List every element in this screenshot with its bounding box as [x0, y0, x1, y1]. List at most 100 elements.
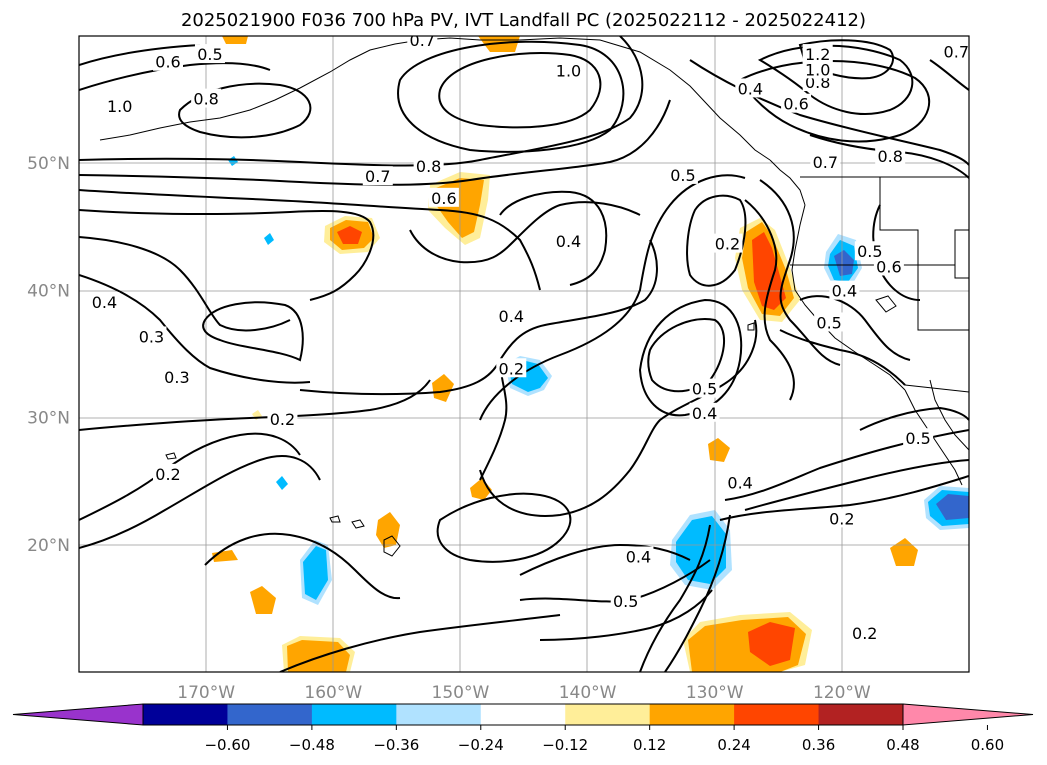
contour-label: 0.5 — [670, 166, 695, 185]
contour-0.2-loop — [686, 194, 747, 287]
contour-label-bg — [802, 59, 833, 79]
contour-mid-1 — [479, 319, 758, 517]
contour-label: 0.7 — [365, 167, 390, 186]
coastline-baja — [904, 389, 963, 486]
contour-label: 0.6 — [155, 53, 180, 72]
contour-label: 0.8 — [877, 147, 902, 166]
island-hawaii-2 — [351, 519, 365, 529]
contour-label-bg — [428, 187, 459, 207]
shade-neg-tiny-3 — [276, 476, 288, 490]
contour-label: 1.2 — [805, 45, 830, 64]
colorbar-extend-max — [902, 703, 1034, 726]
border-state-1 — [879, 177, 969, 331]
contour-label: 0.5 — [613, 592, 638, 611]
contour-s-vertical-2 — [639, 524, 711, 672]
y-tick-label: 20°N — [27, 536, 70, 556]
contour-top-left — [79, 62, 271, 91]
colorbar-outline — [142, 703, 904, 726]
contour-0.2-central — [479, 359, 508, 481]
contour-label: 0.7 — [410, 31, 435, 50]
colorbar-tick-label: −0.12 — [542, 736, 588, 754]
contour-label: 0.5 — [816, 313, 841, 332]
y-axis-ticks: 20°N 30°N 40°N 50°N — [27, 154, 70, 556]
contour-label-bg — [136, 326, 167, 346]
contour-0.3-se — [744, 459, 969, 511]
contour-label: 0.4 — [92, 293, 117, 312]
contour-label: 0.2 — [155, 465, 180, 484]
contour-label-bg — [194, 44, 225, 64]
shade-neg-se-inner — [936, 494, 969, 520]
contour-0.8-nw — [79, 36, 644, 167]
contour-0.4-w — [79, 236, 291, 332]
contour-label-bg — [725, 472, 756, 492]
contour-east-1 — [759, 179, 841, 366]
contour-label-bg — [153, 463, 183, 483]
colorbar-bin — [396, 704, 482, 725]
contour-label: 0.3 — [139, 327, 164, 346]
contour-ne-2 — [738, 60, 931, 143]
shade-pos-small-2 — [470, 478, 492, 500]
x-tick-label: 170°W — [177, 683, 235, 703]
map-background — [79, 36, 969, 672]
contour-label-bg — [153, 51, 183, 71]
colorbar-bin — [649, 704, 735, 725]
contour-label-bg — [161, 367, 192, 387]
contour-0.2-bottom — [279, 614, 561, 672]
contour-east-2 — [744, 199, 795, 401]
contour-label: 0.8 — [416, 157, 441, 176]
contour-label: 0.6 — [431, 189, 456, 208]
colorbar-tick-label: 0.36 — [802, 736, 835, 754]
contour-labels: 1.00.80.70.60.50.40.40.30.30.20.20.40.20… — [89, 31, 969, 643]
coastline-mexico — [929, 379, 969, 451]
contour-label-bg — [781, 93, 812, 113]
contour-s-vertical — [664, 514, 731, 672]
contour-label-bg — [826, 508, 857, 528]
contour-label: 1.0 — [556, 62, 581, 81]
contour-label: 0.4 — [832, 282, 857, 301]
colorbar-tick-label: 0.24 — [717, 736, 750, 754]
contour-label: 0.4 — [499, 307, 524, 326]
contour-0.3-loop — [202, 301, 304, 362]
coastline-us-west — [791, 204, 906, 391]
shade-neg-west-core — [303, 546, 328, 600]
contour-label: 0.2 — [270, 410, 295, 429]
border-state-2 — [790, 229, 969, 266]
colorbar-tick-label: −0.48 — [289, 736, 335, 754]
shade-pos-small-1 — [432, 374, 454, 402]
contour-label: 0.2 — [715, 235, 740, 254]
contour-0.1-sw — [79, 455, 321, 549]
shade-neg-south-core — [676, 516, 726, 584]
x-tick-label: 140°W — [559, 683, 617, 703]
contour-label-bg — [191, 88, 222, 108]
contour-label: 0.6 — [876, 258, 901, 277]
contour-label-bg — [849, 622, 880, 642]
colorbar-bin — [227, 704, 313, 725]
colorbar-tick-label: 0.48 — [886, 736, 919, 754]
contour-label-bg — [903, 428, 934, 448]
contour-label: 0.2 — [829, 509, 854, 528]
colorbar: −0.60 −0.48 −0.36 −0.24 −0.12 0.12 0.24 0.36 0.4… — [12, 703, 1034, 754]
contour-label-bg — [829, 280, 860, 300]
contour-label: 0.4 — [692, 404, 717, 423]
contour-label: 1.0 — [107, 97, 132, 116]
contour-label: 0.4 — [556, 232, 581, 251]
contour-label-bg — [496, 306, 527, 326]
contour-label-bg — [362, 166, 393, 186]
contour-label-bg — [104, 96, 135, 116]
contour-0.2-south — [204, 532, 401, 600]
contour-label: 0.2 — [852, 624, 877, 643]
x-tick-label: 130°W — [686, 683, 744, 703]
shade-pos-central-1-inner — [337, 226, 362, 244]
map-content: 1.00.80.70.60.50.40.40.30.30.20.20.40.20… — [79, 31, 969, 672]
contour-label-bg — [810, 152, 841, 172]
contour-label: 0.5 — [905, 429, 930, 448]
contour-label-bg — [941, 41, 969, 61]
x-tick-label: 120°W — [813, 683, 871, 703]
contour-label-bg — [689, 402, 720, 422]
border-us-mexico — [904, 384, 969, 393]
pv-contours — [79, 36, 969, 672]
contour-label-bg — [407, 36, 438, 50]
contour-central-3 — [499, 190, 608, 286]
shade-pos-south-2-core — [287, 640, 350, 672]
